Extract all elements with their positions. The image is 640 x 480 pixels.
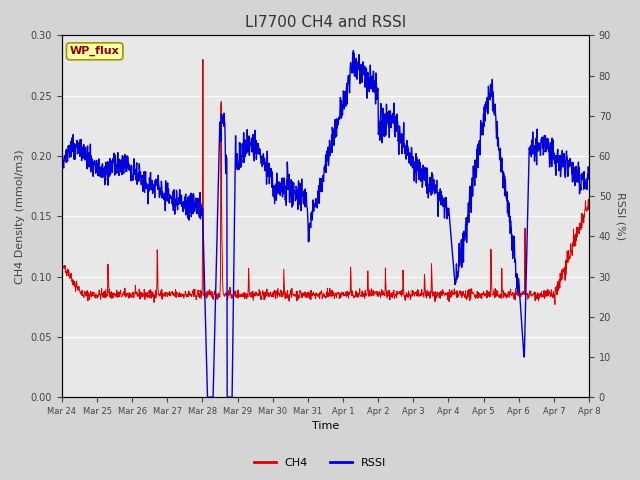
Legend: CH4, RSSI: CH4, RSSI — [249, 453, 391, 472]
RSSI — [349, 48, 357, 53]
X-axis label: Time: Time — [312, 421, 339, 432]
RSSI — [204, 394, 211, 400]
RSSI — [293, 187, 301, 192]
CH4 — [293, 298, 301, 304]
Line: RSSI: RSSI — [62, 50, 589, 397]
RSSI — [58, 161, 66, 167]
Y-axis label: RSSI (%): RSSI (%) — [615, 192, 625, 240]
CH4 — [585, 196, 593, 202]
CH4 — [303, 292, 310, 298]
CH4 — [358, 288, 366, 294]
CH4 — [99, 292, 106, 298]
RSSI — [358, 65, 366, 71]
Text: WP_flux: WP_flux — [70, 46, 120, 57]
CH4 — [120, 288, 128, 294]
RSSI — [303, 190, 310, 195]
CH4 — [58, 260, 66, 265]
Y-axis label: CH4 Density (mmol/m3): CH4 Density (mmol/m3) — [15, 149, 25, 284]
CH4 — [199, 57, 207, 62]
Title: LI7700 CH4 and RSSI: LI7700 CH4 and RSSI — [245, 15, 406, 30]
CH4 — [282, 291, 290, 297]
Line: CH4: CH4 — [62, 60, 589, 304]
RSSI — [282, 183, 290, 189]
RSSI — [120, 163, 128, 169]
RSSI — [99, 162, 106, 168]
RSSI — [585, 172, 593, 178]
CH4 — [551, 301, 559, 307]
